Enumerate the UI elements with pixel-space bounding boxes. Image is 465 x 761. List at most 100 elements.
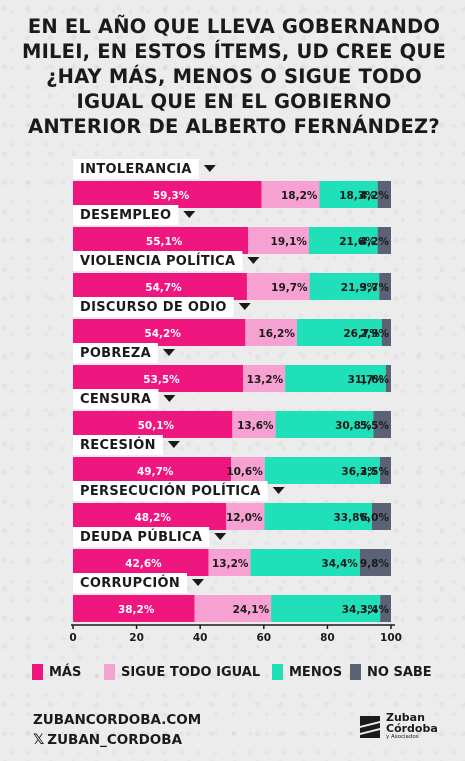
bar-menos-pobreza — [285, 365, 386, 392]
x-logo-icon: 𝕏 — [33, 732, 45, 748]
bar-mas-deuda-publica — [73, 549, 209, 576]
bar-mas-discurso-de-odio — [73, 319, 246, 346]
data-label-no-sabe-recesion: 3,5% — [360, 466, 390, 478]
data-label-menos-violencia-politica: 21,9% — [341, 282, 378, 294]
bar-mas-corrupcion — [73, 595, 195, 622]
legend-label: MENOS — [289, 664, 343, 680]
data-label-no-sabe-pobreza: 1,6% — [360, 374, 390, 386]
data-label-menos-deuda-publica: 34,4% — [321, 558, 358, 570]
category-label-pobreza: POBREZA — [80, 346, 151, 361]
legend-item-menos: MENOS — [272, 664, 342, 680]
triangle-down-icon — [247, 257, 260, 264]
data-label-mas-corrupcion: 38,2% — [118, 604, 155, 616]
bar-no-sabe-pobreza — [385, 365, 391, 392]
brand-name-2: Córdoba — [386, 722, 438, 735]
bar-sigue-todo-igual-discurso-de-odio — [245, 319, 297, 346]
data-label-no-sabe-deuda-publica: 9,8% — [360, 558, 390, 570]
legend-swatch — [350, 664, 361, 680]
data-label-mas-intolerancia: 59,3% — [153, 190, 190, 202]
data-label-menos-corrupcion: 34,3% — [342, 604, 379, 616]
footer-links: ZUBANCORDOBA.COM 𝕏 ZUBAN_CORDOBA — [33, 710, 201, 750]
bar-no-sabe-recesion — [379, 457, 391, 484]
x-tick-label-80: 80 — [320, 632, 335, 644]
brand-subtitle: y Asociados — [386, 734, 419, 740]
bar-no-sabe-intolerancia — [377, 181, 391, 208]
zuban-cordoba-logo-icon — [360, 715, 380, 738]
triangle-down-icon — [272, 487, 285, 494]
data-label-sigue-todo-igual-desempleo: 19,1% — [271, 236, 308, 248]
data-label-sigue-todo-igual-violencia-politica: 19,7% — [271, 282, 308, 294]
website-link[interactable]: ZUBANCORDOBA.COM — [33, 710, 201, 730]
bar-mas-recesion — [73, 457, 232, 484]
category-label-bg — [73, 343, 158, 363]
bar-menos-persecucion-politica — [264, 503, 372, 530]
bar-menos-corrupcion — [271, 595, 381, 622]
bar-menos-intolerancia — [319, 181, 378, 208]
category-label-desempleo: DESEMPLEO — [80, 208, 171, 223]
chart-title: EN EL AÑO QUE LLEVA GOBERNANDO MILEI, EN… — [22, 15, 446, 138]
bar-no-sabe-desempleo — [377, 227, 391, 254]
bar-menos-violencia-politica — [309, 273, 380, 300]
x-tick-label-100: 100 — [380, 632, 402, 644]
brand-logo: Zuban Córdoba y Asociados — [358, 712, 438, 741]
bar-sigue-todo-igual-corrupcion — [194, 595, 272, 622]
category-label-bg — [73, 205, 179, 225]
bar-mas-intolerancia — [73, 181, 262, 208]
bar-no-sabe-persecucion-politica — [371, 503, 391, 530]
data-label-menos-censura: 30,8% — [335, 420, 372, 432]
data-label-sigue-todo-igual-discurso-de-odio: 16,2% — [258, 328, 295, 340]
category-label-bg — [73, 251, 243, 271]
data-label-sigue-todo-igual-censura: 13,6% — [237, 420, 274, 432]
bar-no-sabe-deuda-publica — [359, 549, 391, 576]
data-label-menos-desempleo: 21,6% — [339, 236, 376, 248]
triangle-down-icon — [203, 165, 216, 172]
data-label-mas-discurso-de-odio: 54,2% — [144, 328, 181, 340]
data-label-mas-recesion: 49,7% — [137, 466, 174, 478]
bar-no-sabe-censura — [373, 411, 391, 438]
x-tick-label-20: 20 — [129, 632, 144, 644]
data-label-no-sabe-desempleo: 4,2% — [360, 236, 390, 248]
data-label-menos-discurso-de-odio: 26,7% — [343, 328, 380, 340]
legend-item-sigue-todo-igual: SIGUE TODO IGUAL — [104, 664, 260, 680]
data-label-mas-persecucion-politica: 48,2% — [134, 512, 171, 524]
data-label-no-sabe-intolerancia: 4,2% — [360, 190, 390, 202]
bar-sigue-todo-igual-persecucion-politica — [226, 503, 265, 530]
data-label-sigue-todo-igual-pobreza: 13,2% — [247, 374, 284, 386]
data-label-no-sabe-persecucion-politica: 6,0% — [360, 512, 390, 524]
category-label-bg — [73, 435, 163, 455]
data-label-no-sabe-violencia-politica: 3,7% — [360, 282, 390, 294]
data-label-menos-intolerancia: 18,3% — [339, 190, 376, 202]
data-label-mas-desempleo: 55,1% — [146, 236, 183, 248]
legend-swatch — [104, 664, 115, 680]
bar-menos-recesion — [264, 457, 380, 484]
bar-sigue-todo-igual-deuda-publica — [208, 549, 251, 576]
data-label-mas-violencia-politica: 54,7% — [145, 282, 182, 294]
triangle-down-icon — [162, 349, 175, 356]
category-label-discurso-de-odio: DISCURSO DE ODIO — [80, 300, 227, 315]
category-label-bg — [73, 389, 159, 409]
social-handle[interactable]: 𝕏 ZUBAN_CORDOBA — [33, 730, 201, 750]
website-text: ZUBANCORDOBA.COM — [33, 712, 202, 728]
legend-swatch — [272, 664, 283, 680]
data-label-sigue-todo-igual-intolerancia: 18,2% — [281, 190, 318, 202]
bar-mas-pobreza — [73, 365, 244, 392]
category-label-corrupcion: CORRUPCIÓN — [80, 575, 180, 591]
legend-label: MÁS — [49, 664, 82, 680]
triangle-down-icon — [214, 533, 227, 540]
bar-sigue-todo-igual-violencia-politica — [246, 273, 310, 300]
triangle-down-icon — [183, 211, 196, 218]
category-label-censura: CENSURA — [80, 392, 151, 407]
data-label-menos-pobreza: 31,7% — [347, 374, 384, 386]
bar-no-sabe-discurso-de-odio — [381, 319, 391, 346]
legend-label: SIGUE TODO IGUAL — [121, 664, 261, 680]
category-label-bg — [73, 297, 234, 317]
data-label-menos-recesion: 36,2% — [341, 466, 378, 478]
legend: MÁS SIGUE TODO IGUAL MENOS NO SABE — [32, 664, 452, 684]
data-label-no-sabe-corrupcion: 3,4% — [360, 604, 390, 616]
data-label-sigue-todo-igual-recesion: 10,6% — [226, 466, 263, 478]
bar-sigue-todo-igual-recesion — [231, 457, 265, 484]
brand-name-1: Zuban — [386, 711, 425, 724]
triangle-down-icon — [238, 303, 251, 310]
bar-menos-censura — [275, 411, 374, 438]
